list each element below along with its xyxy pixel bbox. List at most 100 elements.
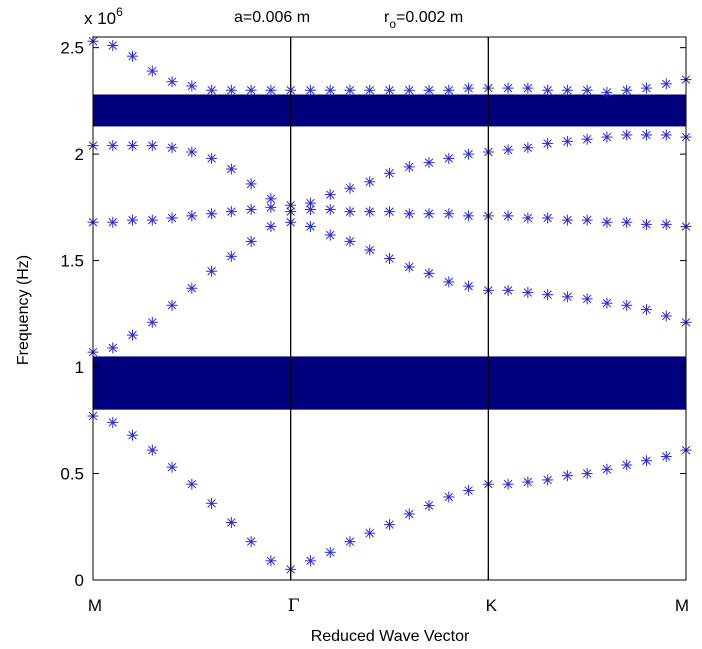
point-s3-8 bbox=[225, 206, 237, 218]
point-s1-13 bbox=[324, 546, 336, 558]
point-s2-16 bbox=[384, 252, 395, 264]
point-s1-17 bbox=[403, 508, 415, 520]
point-s3-20 bbox=[463, 210, 475, 222]
point-s4-4 bbox=[146, 140, 158, 152]
point-s5-12 bbox=[304, 84, 316, 96]
band-gap-2 bbox=[93, 94, 686, 127]
point-s5-26 bbox=[581, 84, 593, 96]
point-s5-22 bbox=[502, 82, 514, 94]
point-s4-6 bbox=[186, 146, 198, 158]
point-s2-18 bbox=[423, 267, 435, 279]
point-s4-27 bbox=[601, 131, 613, 143]
point-s2-8 bbox=[225, 250, 237, 262]
point-s2-24 bbox=[542, 289, 554, 301]
point-s3-15 bbox=[364, 206, 376, 218]
point-s1-19 bbox=[443, 491, 455, 503]
point-s5-3 bbox=[127, 50, 139, 62]
point-s2-23 bbox=[522, 287, 534, 299]
y-axis-label: Frequency (Hz) bbox=[15, 255, 32, 365]
y-tick-label-0: 0 bbox=[75, 571, 84, 590]
point-s1-14 bbox=[344, 536, 356, 548]
y-tick-label-2: 1 bbox=[75, 358, 84, 377]
point-s3-19 bbox=[443, 208, 455, 220]
point-s2-22 bbox=[502, 284, 514, 296]
y-axis-ticks: 0 0.5 1 1.5 2 2.5 bbox=[60, 39, 686, 590]
point-s4-19 bbox=[443, 152, 455, 164]
point-s3-14 bbox=[344, 206, 356, 218]
point-s4-22 bbox=[502, 144, 514, 156]
point-s3-3 bbox=[127, 214, 139, 226]
point-s4-8 bbox=[225, 163, 237, 175]
point-s4-24 bbox=[542, 137, 554, 149]
point-s3-26 bbox=[581, 214, 593, 226]
point-s1-22 bbox=[502, 478, 514, 490]
section-dividers bbox=[290, 37, 489, 580]
point-s3-12 bbox=[304, 203, 316, 215]
x-tick-label-1: Γ bbox=[288, 596, 300, 616]
point-s3-7 bbox=[206, 208, 218, 220]
point-s3-23 bbox=[522, 212, 534, 224]
point-s4-14 bbox=[344, 182, 356, 194]
point-s5-23 bbox=[522, 82, 534, 94]
y-tick-label-1: 0.5 bbox=[60, 465, 84, 484]
point-s3-17 bbox=[403, 208, 415, 220]
point-s5-25 bbox=[561, 84, 573, 96]
point-s1-24 bbox=[542, 474, 554, 486]
chart-title-a: a=0.006 m bbox=[234, 9, 310, 26]
point-s3-29 bbox=[640, 218, 652, 230]
point-s4-7 bbox=[206, 152, 218, 164]
x-tick-label-2: K bbox=[486, 596, 498, 615]
chart-title-r: ro=0.002 m bbox=[384, 9, 463, 31]
point-s2-25 bbox=[561, 291, 573, 303]
point-s1-8 bbox=[225, 517, 237, 529]
point-s4-23 bbox=[522, 142, 534, 154]
point-s5-19 bbox=[443, 84, 455, 96]
point-s1-23 bbox=[522, 476, 534, 488]
point-s2-7 bbox=[206, 265, 218, 277]
point-s2-13 bbox=[324, 229, 336, 241]
point-s3-2 bbox=[107, 216, 119, 228]
point-s2-17 bbox=[403, 261, 415, 273]
point-s5-18 bbox=[423, 84, 435, 96]
y-axis-multiplier: x 106 bbox=[84, 5, 123, 28]
point-s5-16 bbox=[384, 84, 395, 96]
point-s4-16 bbox=[384, 167, 395, 179]
point-s2-15 bbox=[364, 244, 376, 256]
point-s3-30 bbox=[660, 218, 672, 230]
point-s4-5 bbox=[166, 142, 178, 154]
point-s5-28 bbox=[621, 84, 633, 96]
point-s4-20 bbox=[463, 148, 475, 160]
band-gaps bbox=[93, 94, 686, 410]
point-s3-22 bbox=[502, 210, 514, 222]
point-s3-6 bbox=[186, 210, 198, 222]
point-s4-29 bbox=[640, 129, 652, 141]
point-s5-15 bbox=[364, 84, 376, 96]
point-s2-6 bbox=[186, 282, 198, 294]
point-s5-24 bbox=[542, 84, 554, 96]
point-s1-2 bbox=[107, 416, 119, 428]
point-s1-5 bbox=[166, 461, 178, 473]
point-s4-2 bbox=[107, 140, 119, 152]
point-s3-4 bbox=[146, 214, 158, 226]
point-s1-29 bbox=[640, 455, 652, 467]
point-s4-25 bbox=[561, 135, 573, 147]
point-s2-9 bbox=[245, 235, 257, 247]
point-s1-9 bbox=[245, 536, 257, 548]
point-s3-13 bbox=[324, 203, 336, 215]
point-s5-9 bbox=[245, 84, 257, 96]
plot-frame bbox=[92, 36, 687, 581]
point-s1-28 bbox=[621, 459, 633, 471]
point-s3-9 bbox=[245, 203, 257, 215]
point-s5-7 bbox=[206, 84, 218, 96]
point-s4-3 bbox=[127, 140, 139, 152]
point-s1-10 bbox=[265, 555, 277, 567]
point-s4-15 bbox=[364, 176, 376, 188]
point-s5-17 bbox=[403, 84, 415, 96]
point-s5-2 bbox=[107, 40, 119, 52]
point-s2-14 bbox=[344, 235, 356, 247]
y-tick-label-3: 1.5 bbox=[60, 252, 84, 271]
point-s3-27 bbox=[601, 216, 613, 228]
point-s2-20 bbox=[463, 280, 475, 292]
